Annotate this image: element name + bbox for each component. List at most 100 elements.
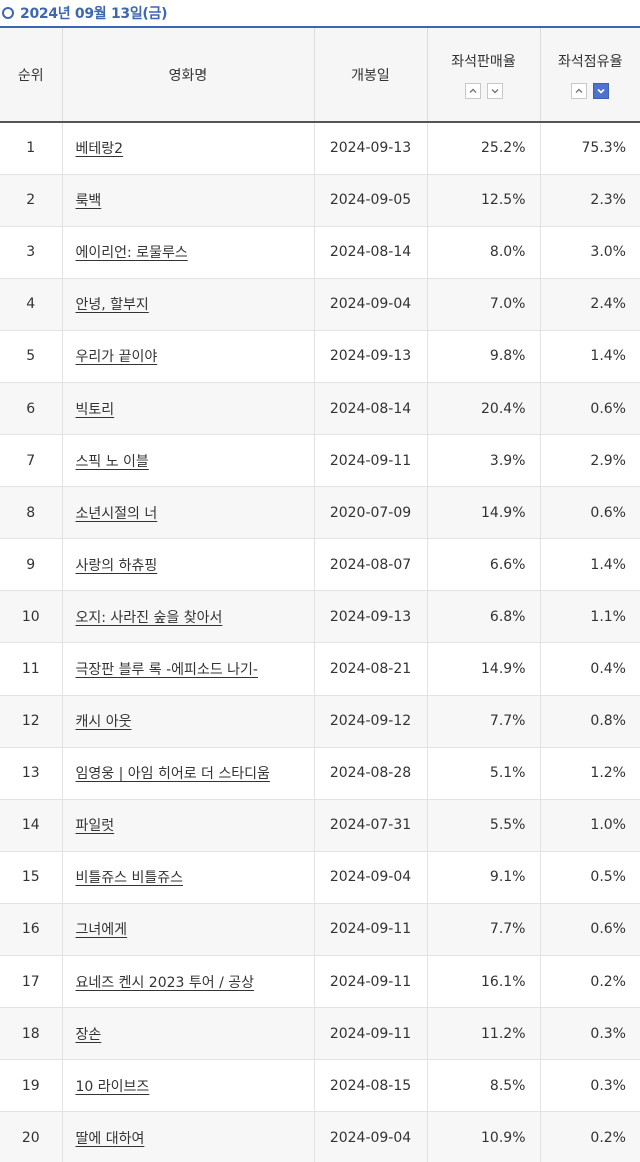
title-cell: 캐시 아웃 [61, 695, 314, 748]
release-date-cell: 2024-08-15 [313, 1059, 427, 1113]
sort-descending-button-active[interactable] [593, 82, 610, 99]
table-row: 10 오지: 사라진 숲을 찾아서 2024-09-13 6.8% 1.1% [0, 590, 640, 644]
rank-cell: 11 [0, 642, 62, 696]
movie-title-link[interactable]: 우리가 끝이야 [75, 349, 158, 366]
column-label: 영화명 [168, 67, 208, 84]
movie-title-link[interactable]: 오지: 사라진 숲을 찾아서 [75, 609, 223, 626]
movie-title-link[interactable]: 요네즈 켄시 2023 투어 / 공상 [75, 974, 255, 991]
release-date-cell: 2024-07-31 [313, 799, 427, 852]
seat-share-rate-cell: 3.0% [539, 226, 640, 279]
movie-title-link[interactable]: 10 라이브즈 [75, 1078, 150, 1095]
table-row: 13 임영웅 | 아임 히어로 더 스타디움 2024-08-28 5.1% 1.2% [0, 747, 640, 800]
movie-title-link[interactable]: 빅토리 [75, 401, 115, 418]
title-cell: 그녀에게 [61, 903, 314, 957]
movie-title-link[interactable]: 임영웅 | 아임 히어로 더 스타디움 [75, 766, 270, 783]
title-cell: 안녕, 할부지 [61, 278, 314, 331]
seat-sales-rate-cell: 5.5% [426, 799, 540, 852]
movie-title-link[interactable]: 극장판 블루 록 -에피소드 나기- [75, 661, 258, 678]
table-row: 18 장손 2024-09-11 11.2% 0.3% [0, 1007, 640, 1061]
seat-sales-rate-cell: 3.9% [426, 434, 540, 488]
rank-cell: 15 [0, 851, 62, 904]
seat-share-rate-cell: 0.2% [539, 1111, 640, 1162]
table-row: 12 캐시 아웃 2024-09-12 7.7% 0.8% [0, 695, 640, 748]
seat-share-rate-cell: 0.6% [539, 486, 640, 540]
chevron-down-icon [597, 88, 605, 94]
seat-share-rate-cell: 2.9% [539, 434, 640, 488]
title-cell: 소년시절의 너 [61, 486, 314, 540]
box-office-table: 순위 영화명 개봉일 좌석판매율 좌석점유율 [0, 28, 640, 1162]
column-label: 개봉일 [351, 67, 390, 84]
seat-sales-rate-cell: 10.9% [426, 1111, 540, 1162]
table-row: 2 룩백 2024-09-05 12.5% 2.3% [0, 174, 640, 227]
movie-title-link[interactable]: 장손 [75, 1026, 102, 1043]
sort-ascending-button[interactable] [464, 82, 481, 99]
rank-cell: 13 [0, 747, 62, 800]
movie-title-link[interactable]: 딸에 대하여 [75, 1130, 145, 1147]
sort-ascending-button[interactable] [571, 82, 588, 99]
table-row: 7 스픽 노 이블 2024-09-11 3.9% 2.9% [0, 434, 640, 488]
column-label: 순위 [17, 67, 44, 84]
seat-share-rate-cell: 0.6% [539, 903, 640, 957]
seat-sales-rate-cell: 8.0% [426, 226, 540, 279]
rank-cell: 20 [0, 1111, 62, 1162]
movie-title-link[interactable]: 비틀쥬스 비틀쥬스 [75, 870, 184, 887]
seat-sales-rate-cell: 6.6% [426, 538, 540, 592]
seat-sales-rate-cell: 8.5% [426, 1059, 540, 1113]
table-row: 5 우리가 끝이야 2024-09-13 9.8% 1.4% [0, 330, 640, 383]
movie-title-link[interactable]: 안녕, 할부지 [75, 297, 149, 314]
title-cell: 스픽 노 이블 [61, 434, 314, 488]
seat-share-rate-cell: 0.3% [539, 1007, 640, 1061]
table-row: 15 비틀쥬스 비틀쥬스 2024-09-04 9.1% 0.5% [0, 851, 640, 904]
movie-title-link[interactable]: 그녀에게 [75, 922, 128, 939]
sort-controls [541, 82, 640, 99]
release-date-cell: 2024-08-14 [313, 226, 427, 279]
movie-title-link[interactable]: 사랑의 하츄핑 [75, 557, 158, 574]
title-cell: 딸에 대하여 [61, 1111, 314, 1162]
title-cell: 장손 [61, 1007, 314, 1061]
movie-title-link[interactable]: 룩백 [75, 193, 102, 210]
rank-cell: 12 [0, 695, 62, 748]
title-cell: 오지: 사라진 숲을 찾아서 [61, 590, 314, 644]
title-cell: 사랑의 하츄핑 [61, 538, 314, 592]
movie-title-link[interactable]: 에이리언: 로물루스 [75, 245, 188, 262]
chevron-up-icon [469, 88, 476, 93]
seat-share-rate-cell: 0.4% [539, 642, 640, 696]
release-date-cell: 2024-08-14 [313, 382, 427, 436]
title-cell: 요네즈 켄시 2023 투어 / 공상 [61, 955, 314, 1009]
movie-title-link[interactable]: 파일럿 [75, 818, 115, 835]
rank-cell: 2 [0, 174, 62, 227]
column-header-seat-share-rate: 좌석점유율 [539, 28, 640, 123]
rank-cell: 10 [0, 590, 62, 644]
movie-title-link[interactable]: 스픽 노 이블 [75, 453, 149, 470]
seat-sales-rate-cell: 25.2% [426, 122, 540, 175]
title-cell: 비틀쥬스 비틀쥬스 [61, 851, 314, 904]
seat-sales-rate-cell: 9.1% [426, 851, 540, 904]
seat-sales-rate-cell: 5.1% [426, 747, 540, 800]
column-header-title: 영화명 [61, 28, 314, 123]
seat-sales-rate-cell: 7.7% [426, 903, 540, 957]
seat-share-rate-cell: 1.4% [539, 330, 640, 383]
table-row: 8 소년시절의 너 2020-07-09 14.9% 0.6% [0, 486, 640, 540]
release-date-cell: 2024-08-21 [313, 642, 427, 696]
table-body: 1 베테랑2 2024-09-13 25.2% 75.3% 2 룩백 2024-09-05 12… [0, 122, 640, 1162]
movie-title-link[interactable]: 소년시절의 너 [75, 505, 158, 522]
rank-cell: 6 [0, 382, 62, 436]
seat-share-rate-cell: 1.1% [539, 590, 640, 644]
movie-title-link[interactable]: 베테랑2 [75, 141, 124, 158]
column-header-rank: 순위 [0, 28, 62, 123]
date-header: 2024년 09월 13일(금) [0, 0, 640, 28]
seat-sales-rate-cell: 6.8% [426, 590, 540, 644]
title-cell: 베테랑2 [61, 122, 314, 175]
seat-sales-rate-cell: 11.2% [426, 1007, 540, 1061]
table-row: 6 빅토리 2024-08-14 20.4% 0.6% [0, 382, 640, 436]
sort-descending-button[interactable] [486, 82, 503, 99]
rank-cell: 5 [0, 330, 62, 383]
rank-cell: 8 [0, 486, 62, 540]
rank-cell: 9 [0, 538, 62, 592]
release-date-cell: 2024-09-13 [313, 330, 427, 383]
seat-share-rate-cell: 2.3% [539, 174, 640, 227]
movie-title-link[interactable]: 캐시 아웃 [75, 714, 132, 731]
circle-bullet-icon [2, 7, 14, 19]
seat-share-rate-cell: 1.0% [539, 799, 640, 852]
chevron-down-icon [491, 88, 498, 93]
